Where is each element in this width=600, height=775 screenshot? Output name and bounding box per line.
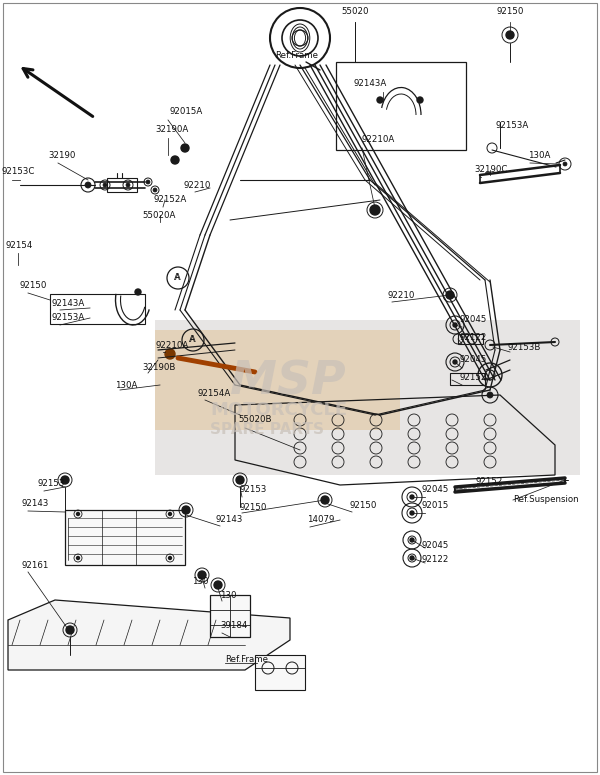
- Text: A: A: [190, 336, 196, 345]
- Bar: [50, 294, 145, 324]
- Circle shape: [169, 512, 172, 515]
- Text: 92045: 92045: [422, 540, 449, 549]
- Text: 92045: 92045: [422, 485, 449, 494]
- Text: SPARE PARTS: SPARE PARTS: [210, 422, 324, 438]
- Circle shape: [171, 156, 179, 164]
- Text: 92143A: 92143A: [52, 298, 85, 308]
- Circle shape: [146, 180, 150, 184]
- Text: 32190C: 32190C: [474, 166, 508, 174]
- Circle shape: [453, 360, 457, 364]
- Text: 14079: 14079: [307, 515, 334, 525]
- Text: 92150: 92150: [350, 501, 377, 509]
- Circle shape: [487, 392, 493, 398]
- Text: 92153A: 92153A: [495, 120, 528, 129]
- Text: 32190A: 32190A: [155, 126, 188, 135]
- Circle shape: [103, 183, 107, 187]
- Circle shape: [135, 289, 141, 295]
- Polygon shape: [8, 600, 290, 670]
- Circle shape: [410, 538, 414, 542]
- Circle shape: [85, 182, 91, 188]
- Text: 130: 130: [192, 577, 208, 587]
- Text: 130A: 130A: [528, 150, 550, 160]
- Text: 39184: 39184: [220, 622, 247, 631]
- Text: 92153A: 92153A: [52, 314, 85, 322]
- Circle shape: [181, 144, 189, 152]
- Text: 55020B: 55020B: [238, 415, 271, 425]
- Text: Ref.Frame: Ref.Frame: [225, 656, 268, 664]
- Circle shape: [169, 556, 172, 560]
- Circle shape: [410, 556, 414, 560]
- Text: MSP: MSP: [230, 360, 346, 405]
- Text: 92152: 92152: [460, 374, 487, 383]
- Polygon shape: [155, 320, 580, 475]
- Text: 130: 130: [220, 591, 236, 601]
- Text: 92122: 92122: [422, 556, 449, 564]
- Text: 92153: 92153: [38, 480, 65, 488]
- Text: 92161: 92161: [22, 560, 49, 570]
- Text: 92045: 92045: [460, 315, 487, 325]
- Circle shape: [198, 571, 206, 579]
- Text: 55020: 55020: [341, 8, 369, 16]
- Bar: [107, 178, 137, 192]
- Circle shape: [370, 205, 380, 215]
- Text: 92045: 92045: [460, 356, 487, 364]
- Text: 92153: 92153: [240, 485, 268, 494]
- Circle shape: [321, 496, 329, 504]
- Circle shape: [453, 323, 457, 327]
- Text: 92210A: 92210A: [362, 136, 395, 144]
- Circle shape: [77, 512, 79, 515]
- Circle shape: [214, 581, 222, 589]
- Text: 92210: 92210: [388, 291, 415, 299]
- Bar: [458, 334, 483, 344]
- Polygon shape: [155, 330, 400, 430]
- Circle shape: [410, 495, 414, 499]
- Bar: [255, 655, 305, 690]
- Circle shape: [377, 97, 383, 103]
- Text: 92122: 92122: [460, 332, 487, 342]
- Bar: [336, 62, 466, 150]
- Text: 92015A: 92015A: [170, 108, 203, 116]
- Circle shape: [236, 476, 244, 484]
- Text: 92210A: 92210A: [155, 340, 188, 350]
- Text: Ref.Frame: Ref.Frame: [275, 50, 318, 60]
- Circle shape: [126, 183, 130, 187]
- Circle shape: [410, 511, 414, 515]
- Bar: [450, 373, 485, 385]
- Text: 92152: 92152: [475, 477, 502, 487]
- Text: 92153C: 92153C: [2, 167, 35, 177]
- Circle shape: [417, 97, 423, 103]
- Circle shape: [77, 556, 79, 560]
- Text: A: A: [189, 336, 195, 345]
- Circle shape: [446, 291, 454, 299]
- Text: MOTORCYCLE: MOTORCYCLE: [210, 401, 347, 419]
- Circle shape: [153, 188, 157, 192]
- Text: 130A: 130A: [115, 381, 137, 390]
- Text: A: A: [175, 274, 181, 283]
- Bar: [65, 510, 185, 565]
- Circle shape: [563, 162, 567, 166]
- Text: 92150: 92150: [496, 8, 524, 16]
- Text: 92150: 92150: [20, 281, 47, 290]
- Text: A: A: [174, 274, 180, 283]
- Bar: [210, 595, 250, 637]
- Text: 55020A: 55020A: [142, 211, 175, 219]
- Text: 92153B: 92153B: [508, 343, 541, 353]
- Text: 32190: 32190: [48, 150, 76, 160]
- Text: 92150: 92150: [240, 502, 268, 512]
- Text: 92154: 92154: [5, 240, 32, 250]
- Text: 92015: 92015: [422, 501, 449, 511]
- Text: 92210: 92210: [183, 181, 211, 191]
- Circle shape: [506, 31, 514, 39]
- Text: 92152A: 92152A: [153, 195, 186, 205]
- Text: 92154A: 92154A: [198, 388, 231, 398]
- Circle shape: [61, 476, 69, 484]
- Text: 32190B: 32190B: [142, 363, 175, 371]
- Text: 92143: 92143: [22, 500, 49, 508]
- Text: 92143: 92143: [215, 515, 242, 525]
- Circle shape: [182, 506, 190, 514]
- Circle shape: [66, 626, 74, 634]
- Text: Ref.Suspension: Ref.Suspension: [513, 495, 578, 505]
- Text: 92143A: 92143A: [353, 78, 386, 88]
- Circle shape: [165, 349, 175, 359]
